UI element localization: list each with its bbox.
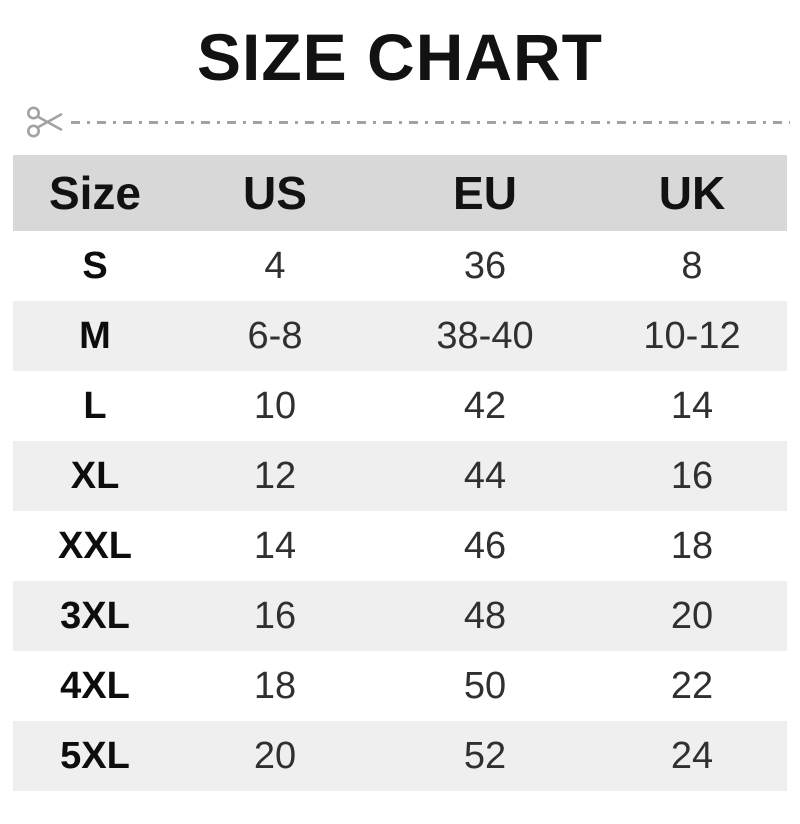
cell-uk: 24 — [670, 734, 714, 777]
cell-us: 6-8 — [247, 314, 303, 357]
table-row: 4XL 18 50 22 — [13, 651, 787, 721]
cell-uk: 20 — [670, 594, 714, 637]
size-chart-page: SIZE CHART Size US EU UK S 4 36 8 M 6-8 38-40 1… — [0, 24, 800, 824]
table-row: L 10 42 14 — [13, 371, 787, 441]
cell-us: 14 — [253, 524, 297, 567]
cell-us: 18 — [253, 664, 297, 707]
cell-uk: 8 — [681, 244, 703, 287]
cell-uk: 10-12 — [643, 314, 741, 357]
cell-size: 3XL — [60, 594, 130, 637]
cell-eu: 46 — [463, 524, 507, 567]
header-cell-size: Size — [48, 167, 142, 219]
cell-size: XL — [70, 454, 120, 497]
table-row: XXL 14 46 18 — [13, 511, 787, 581]
table-row: M 6-8 38-40 10-12 — [13, 301, 787, 371]
cell-eu: 36 — [463, 244, 507, 287]
dash-dot-line — [71, 120, 790, 124]
cell-us: 16 — [253, 594, 297, 637]
cell-size: S — [82, 244, 108, 287]
cell-eu: 48 — [463, 594, 507, 637]
cell-eu: 52 — [463, 734, 507, 777]
table-header-row: Size US EU UK — [13, 155, 787, 231]
size-table: Size US EU UK S 4 36 8 M 6-8 38-40 10-12 L 10 42 14… — [13, 155, 787, 791]
table-row: XL 12 44 16 — [13, 441, 787, 511]
cell-eu: 42 — [463, 384, 507, 427]
cell-size: M — [79, 314, 111, 357]
table-row: S 4 36 8 — [13, 231, 787, 301]
cell-size: 5XL — [60, 734, 130, 777]
cell-eu: 44 — [463, 454, 507, 497]
cell-size: L — [83, 384, 107, 427]
table-row: 5XL 20 52 24 — [13, 721, 787, 791]
scissors-icon — [27, 106, 63, 138]
cell-uk: 22 — [670, 664, 714, 707]
header-cell-us: US — [243, 167, 307, 219]
cell-uk: 16 — [670, 454, 714, 497]
table-row: 3XL 16 48 20 — [13, 581, 787, 651]
cell-us: 20 — [253, 734, 297, 777]
cut-line — [0, 103, 800, 141]
cell-us: 10 — [253, 384, 297, 427]
header-cell-uk: UK — [658, 167, 726, 219]
cell-us: 12 — [253, 454, 297, 497]
header-cell-eu: EU — [453, 167, 517, 219]
cell-eu: 38-40 — [436, 314, 534, 357]
cell-eu: 50 — [463, 664, 507, 707]
cell-size: 4XL — [60, 664, 130, 707]
cell-uk: 14 — [670, 384, 714, 427]
page-title: SIZE CHART — [197, 20, 603, 94]
cell-size: XXL — [58, 524, 132, 567]
cell-uk: 18 — [670, 524, 714, 567]
cell-us: 4 — [264, 244, 286, 287]
